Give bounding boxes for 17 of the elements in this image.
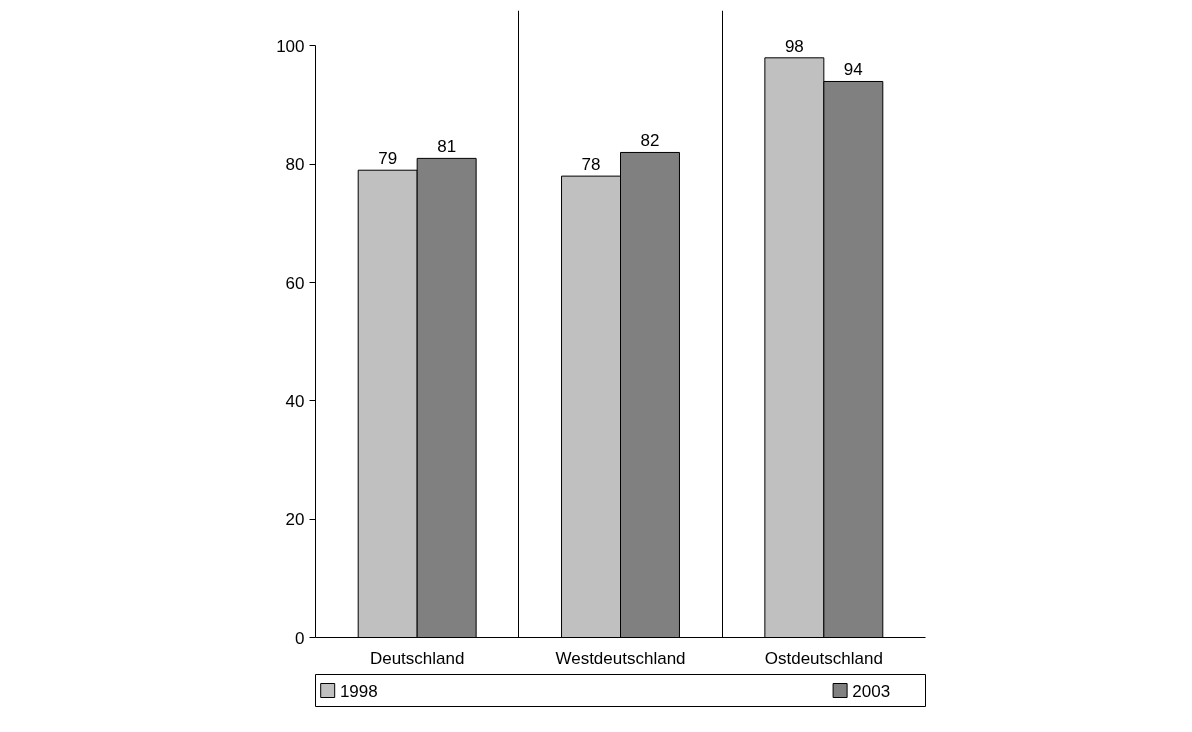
y-tick-label: 20: [285, 510, 305, 530]
x-tick-label: Westdeutschland: [555, 648, 686, 668]
legend-label: 1998: [339, 681, 378, 701]
y-tick-label: 0: [295, 628, 305, 648]
legend-label: 2003: [852, 681, 891, 701]
data-label: 78: [581, 155, 601, 175]
data-label: 94: [843, 60, 863, 80]
data-label: 82: [640, 131, 660, 151]
y-tick-label: 40: [285, 391, 305, 411]
x-tick-label: Ostdeutschland: [764, 648, 883, 668]
x-tick-label: Deutschland: [369, 648, 465, 668]
y-tick-label: 100: [276, 36, 305, 56]
data-label: 81: [437, 137, 457, 157]
y-tick-label: 60: [285, 273, 305, 293]
y-tick-label: 80: [285, 155, 305, 175]
data-label: 98: [784, 36, 804, 56]
data-label: 79: [378, 149, 398, 169]
